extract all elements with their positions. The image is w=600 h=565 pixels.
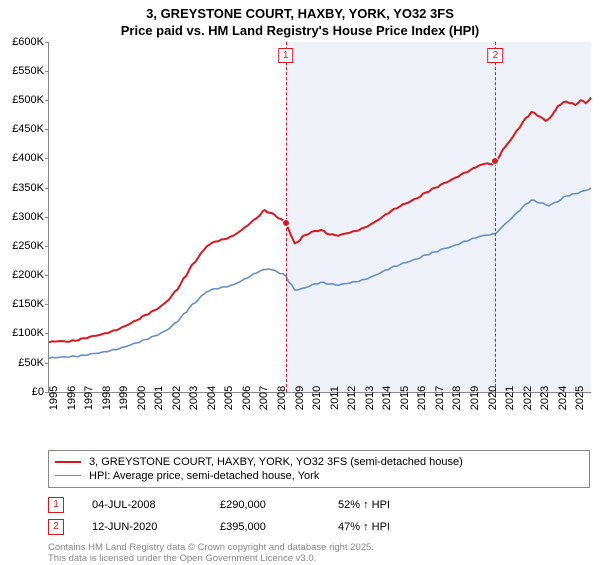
event-marker (282, 219, 290, 227)
y-tick-mark (45, 129, 49, 130)
title-line-1: 3, GREYSTONE COURT, HAXBY, YORK, YO32 3F… (0, 6, 600, 23)
legend-swatch (55, 475, 81, 476)
x-axis-label: 1996 (66, 386, 78, 410)
legend-label: 3, GREYSTONE COURT, HAXBY, YORK, YO32 3F… (89, 456, 463, 468)
legend-label: HPI: Average price, semi-detached house,… (89, 470, 319, 482)
y-axis-label: £0 (32, 386, 44, 398)
sale-price: £290,000 (220, 499, 310, 511)
x-axis-label: 2008 (276, 386, 288, 410)
sale-delta: 47% ↑ HPI (338, 521, 390, 533)
y-axis-label: £400K (12, 152, 44, 164)
x-axis-label: 2005 (223, 386, 235, 410)
footer-attribution: Contains HM Land Registry data © Crown c… (48, 542, 590, 565)
title-line-2: Price paid vs. HM Land Registry's House … (0, 23, 600, 40)
x-axis-label: 1998 (101, 386, 113, 410)
x-axis-label: 2020 (487, 386, 499, 410)
x-axis-label: 2007 (258, 386, 270, 410)
y-axis-label: £150K (12, 298, 44, 310)
event-marker (491, 157, 499, 165)
sale-row: 1 04-JUL-2008 £290,000 52% ↑ HPI (48, 494, 590, 516)
y-axis-label: £100K (12, 327, 44, 339)
y-axis-label: £450K (12, 123, 44, 135)
x-axis-label: 1997 (83, 386, 95, 410)
x-axis-label: 2016 (416, 386, 428, 410)
y-tick-mark (45, 158, 49, 159)
x-axis-label: 2025 (574, 386, 586, 410)
footer-line-2: This data is licensed under the Open Gov… (48, 553, 590, 564)
sale-delta: 52% ↑ HPI (338, 499, 390, 511)
sale-date: 12-JUN-2020 (92, 521, 192, 533)
x-axis-label: 2021 (504, 386, 516, 410)
x-axis-label: 2023 (539, 386, 551, 410)
series-line-hpi (49, 188, 591, 358)
title-block: 3, GREYSTONE COURT, HAXBY, YORK, YO32 3F… (0, 0, 600, 42)
x-axis-label: 2024 (557, 386, 569, 410)
y-tick-mark (45, 275, 49, 276)
y-tick-mark (45, 71, 49, 72)
y-tick-mark (45, 304, 49, 305)
y-tick-mark (45, 333, 49, 334)
y-tick-mark (45, 363, 49, 364)
chart-container: 3, GREYSTONE COURT, HAXBY, YORK, YO32 3F… (0, 0, 600, 560)
sale-number-box: 1 (48, 497, 64, 513)
x-axis-label: 2015 (399, 386, 411, 410)
x-axis-label: 2006 (241, 386, 253, 410)
y-axis-label: £250K (12, 240, 44, 252)
x-axis-label: 2009 (294, 386, 306, 410)
y-tick-mark (45, 217, 49, 218)
x-axis-label: 2004 (206, 386, 218, 410)
sales-list: 1 04-JUL-2008 £290,000 52% ↑ HPI 2 12-JUN-202… (48, 494, 590, 538)
y-tick-mark (45, 100, 49, 101)
x-axis-label: 1999 (118, 386, 130, 410)
y-axis-label: £600K (12, 36, 44, 48)
y-axis-label: £200K (12, 269, 44, 281)
x-axis-label: 2022 (522, 386, 534, 410)
sale-row: 2 12-JUN-2020 £395,000 47% ↑ HPI (48, 516, 590, 538)
event-number-box: 2 (488, 48, 504, 63)
x-axis-label: 2018 (451, 386, 463, 410)
y-tick-mark (45, 188, 49, 189)
footer-line-1: Contains HM Land Registry data © Crown c… (48, 542, 590, 553)
legend-row: 3, GREYSTONE COURT, HAXBY, YORK, YO32 3F… (55, 455, 583, 469)
x-axis-label: 2011 (329, 386, 341, 410)
x-axis-label: 2003 (188, 386, 200, 410)
x-axis-label: 2013 (364, 386, 376, 410)
legend-row: HPI: Average price, semi-detached house,… (55, 469, 583, 483)
x-axis-label: 2017 (434, 386, 446, 410)
event-line (495, 42, 496, 392)
legend-box: 3, GREYSTONE COURT, HAXBY, YORK, YO32 3F… (48, 450, 590, 488)
event-number-box: 1 (278, 48, 294, 63)
x-axis-label: 2001 (153, 386, 165, 410)
x-axis-label: 2012 (346, 386, 358, 410)
plot-region: 12 (48, 42, 591, 393)
y-tick-mark (45, 42, 49, 43)
y-axis-label: £350K (12, 182, 44, 194)
x-axis-label: 1995 (48, 386, 60, 410)
x-axis-label: 2019 (469, 386, 481, 410)
x-axis-label: 2014 (381, 386, 393, 410)
y-axis-label: £50K (18, 357, 44, 369)
sale-number-box: 2 (48, 519, 64, 535)
legend-swatch (55, 461, 81, 463)
y-tick-mark (45, 246, 49, 247)
y-axis-label: £550K (12, 65, 44, 77)
y-axis-label: £500K (12, 94, 44, 106)
y-axis-label: £300K (12, 211, 44, 223)
x-axis-label: 2010 (311, 386, 323, 410)
chart-area: 12 £0£50K£100K£150K£200K£250K£300K£350K£… (48, 42, 590, 412)
event-line (286, 42, 287, 392)
x-axis-label: 2002 (171, 386, 183, 410)
sale-date: 04-JUL-2008 (92, 499, 192, 511)
sale-price: £395,000 (220, 521, 310, 533)
x-axis-label: 2000 (136, 386, 148, 410)
line-canvas (49, 42, 591, 392)
